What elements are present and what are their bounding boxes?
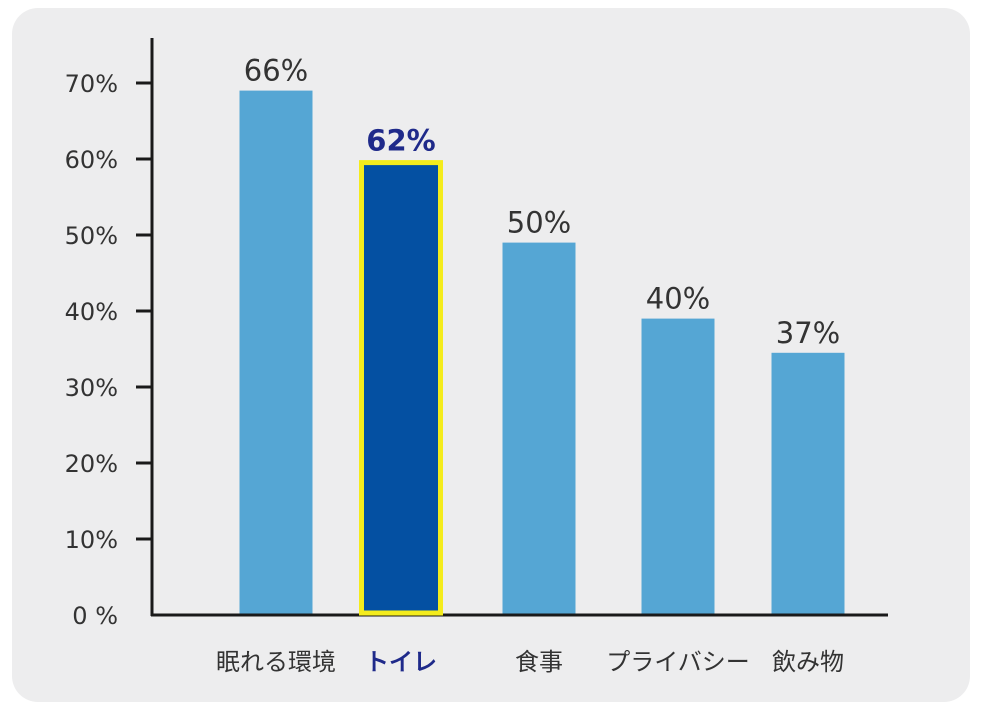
category-label: 食事 [515,648,563,676]
chart-labels: 66% 眠れる環境 62% トイレ 50% 食事 40% プライバシー 37% 飲み物 [216,54,844,676]
bar-chart: 0 % 10% 20% 30% 40% 50% 60% 70% 66% 眠れる環境 62% トイレ 5… [65,38,888,676]
data-label: 37% [776,316,840,350]
category-label: 飲み物 [772,648,844,676]
data-label: 50% [507,206,571,240]
data-label: 66% [244,54,308,88]
chart-bars [239,90,845,616]
y-tick-label: 40% [65,298,118,326]
y-tick-label: 60% [65,146,118,174]
chart-axes: 0 % 10% 20% 30% 40% 50% 60% 70% [65,38,888,630]
bar [771,352,845,614]
y-tick-label: 20% [65,450,118,478]
chart-card: 0 % 10% 20% 30% 40% 50% 60% 70% 66% 眠れる環境 62% トイレ 5… [12,8,970,702]
category-label: 眠れる環境 [216,648,336,676]
y-tick-label: 70% [65,70,118,98]
category-label: トイレ [365,648,437,676]
data-label: 62% [366,124,435,158]
y-tick-label: 50% [65,222,118,250]
y-tick-label: 10% [65,526,118,554]
bar-highlighted [359,160,443,616]
bar [502,242,576,614]
data-label: 40% [646,282,710,316]
bar [239,90,313,614]
bar [641,318,715,614]
category-label: プライバシー [606,648,750,676]
y-tick-label: 0 % [72,602,118,630]
y-tick-label: 30% [65,374,118,402]
